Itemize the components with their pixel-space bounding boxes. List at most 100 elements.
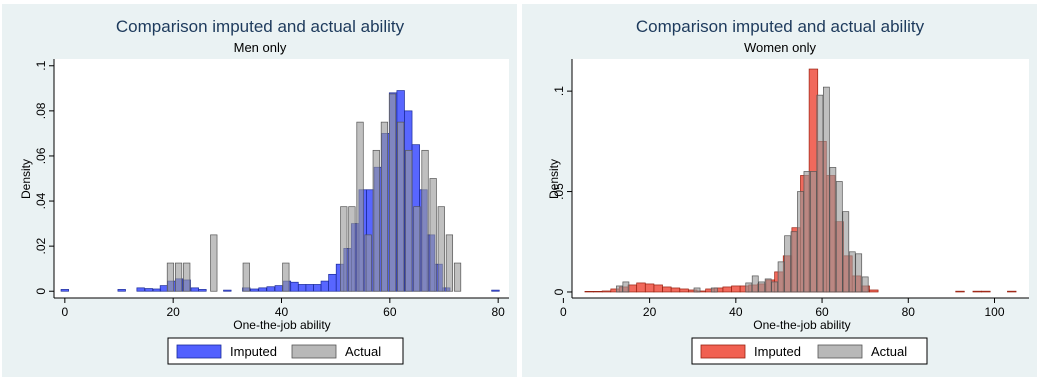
bar-actual	[829, 167, 837, 293]
bar-actual	[380, 121, 389, 292]
bar-actual	[174, 262, 183, 292]
bar-actual	[388, 93, 397, 292]
bar-actual	[356, 121, 364, 292]
bar-actual	[745, 282, 753, 293]
legend-label-actual: Actual	[871, 344, 907, 359]
bar-actual	[183, 262, 191, 292]
bar-imputed	[258, 287, 267, 292]
y-tick-label: .1	[552, 86, 566, 96]
y-tick-label: 0	[34, 288, 48, 295]
x-tick-label: 80	[902, 305, 916, 319]
bar-actual	[710, 287, 718, 293]
bar-actual	[242, 262, 250, 292]
bar-actual	[848, 251, 856, 293]
bars-group	[60, 90, 500, 292]
legend: Imputed Actual	[167, 337, 404, 365]
x-tick-label: 20	[643, 305, 657, 319]
bar-actual	[784, 235, 791, 293]
bar-imputed	[679, 288, 689, 293]
chart-subtitle: Women only	[744, 40, 817, 55]
x-tick-label: 40	[275, 305, 289, 319]
bar-imputed	[328, 273, 337, 292]
bar-imputed	[290, 281, 299, 292]
bar-actual	[445, 234, 454, 292]
bar-imputed	[644, 283, 655, 293]
chart-panel-women: Comparison imputed and actual ability Wo…	[522, 4, 1037, 377]
bar-actual	[842, 211, 850, 293]
bar-imputed	[627, 284, 638, 293]
x-axis-label: One-the-job ability	[753, 318, 850, 332]
chart-panel-men: Comparison imputed and actual ability Me…	[2, 4, 517, 377]
bar-actual	[816, 94, 824, 293]
bar-actual	[429, 178, 437, 292]
x-tick-label: 100	[984, 305, 1004, 319]
chart-title: Comparison imputed and actual ability	[116, 17, 405, 36]
bar-actual	[340, 206, 348, 292]
x-tick-label: 0	[61, 305, 68, 319]
bar-imputed	[636, 282, 646, 293]
bar-imputed	[653, 284, 663, 293]
bar-actual	[823, 86, 830, 293]
bar-imputed	[152, 288, 162, 292]
y-axis-label: Density	[19, 159, 33, 199]
bar-actual	[835, 181, 843, 293]
bar-imputed	[955, 290, 965, 293]
legend-swatch-imputed	[176, 344, 222, 359]
bar-imputed	[972, 290, 982, 293]
x-tick-label: 40	[729, 305, 743, 319]
bar-actual	[855, 253, 863, 293]
bar-actual	[413, 206, 421, 292]
bar-imputed	[601, 290, 612, 293]
legend-swatch-actual	[817, 344, 863, 359]
y-tick-label: .08	[34, 102, 48, 119]
bar-actual	[453, 262, 462, 292]
bar-actual	[372, 149, 380, 292]
bar-actual	[790, 231, 798, 293]
chart-women: Comparison imputed and actual ability Wo…	[547, 17, 1029, 365]
bar-actual	[751, 275, 759, 293]
x-tick-label: 60	[383, 305, 397, 319]
bar-actual	[210, 234, 218, 292]
bar-actual	[616, 285, 623, 293]
bar-actual	[777, 261, 785, 293]
bar-actual	[282, 262, 290, 292]
bar-imputed	[722, 286, 732, 293]
bar-imputed	[320, 280, 329, 292]
bar-imputed	[1007, 290, 1017, 293]
legend-label-actual: Actual	[345, 344, 381, 359]
bar-imputed	[313, 284, 322, 292]
bar-imputed	[198, 289, 207, 292]
x-tick-label: 80	[491, 305, 505, 319]
bar-imputed	[274, 285, 283, 292]
bar-imputed	[223, 289, 232, 292]
bar-actual	[861, 276, 869, 293]
axes-group: 0 20 40 60 80 100 0 .05 .1	[552, 59, 1029, 319]
y-tick-label: .05	[552, 183, 566, 200]
bar-imputed	[981, 290, 991, 293]
bar-actual	[166, 262, 175, 292]
bar-actual	[810, 171, 817, 293]
bars-group	[584, 68, 1017, 293]
axes-group: 0 20 40 60 80 0 .02 .04 .06 .08 .1	[34, 59, 509, 319]
bar-imputed	[491, 289, 500, 292]
y-tick-label: .04	[34, 192, 48, 209]
bar-actual	[437, 206, 445, 292]
bar-imputed	[190, 287, 199, 292]
bar-actual	[803, 171, 811, 293]
bar-actual	[771, 281, 779, 293]
y-tick-label: 0	[552, 288, 566, 295]
legend-swatch-imputed	[700, 344, 746, 359]
bar-imputed	[136, 287, 145, 292]
y-tick-label: .1	[34, 60, 48, 70]
bar-imputed	[662, 286, 672, 293]
legend: Imputed Actual	[691, 337, 928, 365]
y-tick-label: .06	[34, 147, 48, 164]
legend-label-imputed: Imputed	[230, 344, 277, 359]
bar-actual	[348, 206, 356, 292]
bar-imputed	[266, 286, 275, 292]
legend-swatch-actual	[291, 344, 337, 359]
bar-imputed	[869, 289, 879, 293]
x-axis-label: One-the-job ability	[233, 318, 330, 332]
chart-men: Comparison imputed and actual ability Me…	[19, 17, 509, 365]
bar-imputed	[731, 285, 741, 293]
